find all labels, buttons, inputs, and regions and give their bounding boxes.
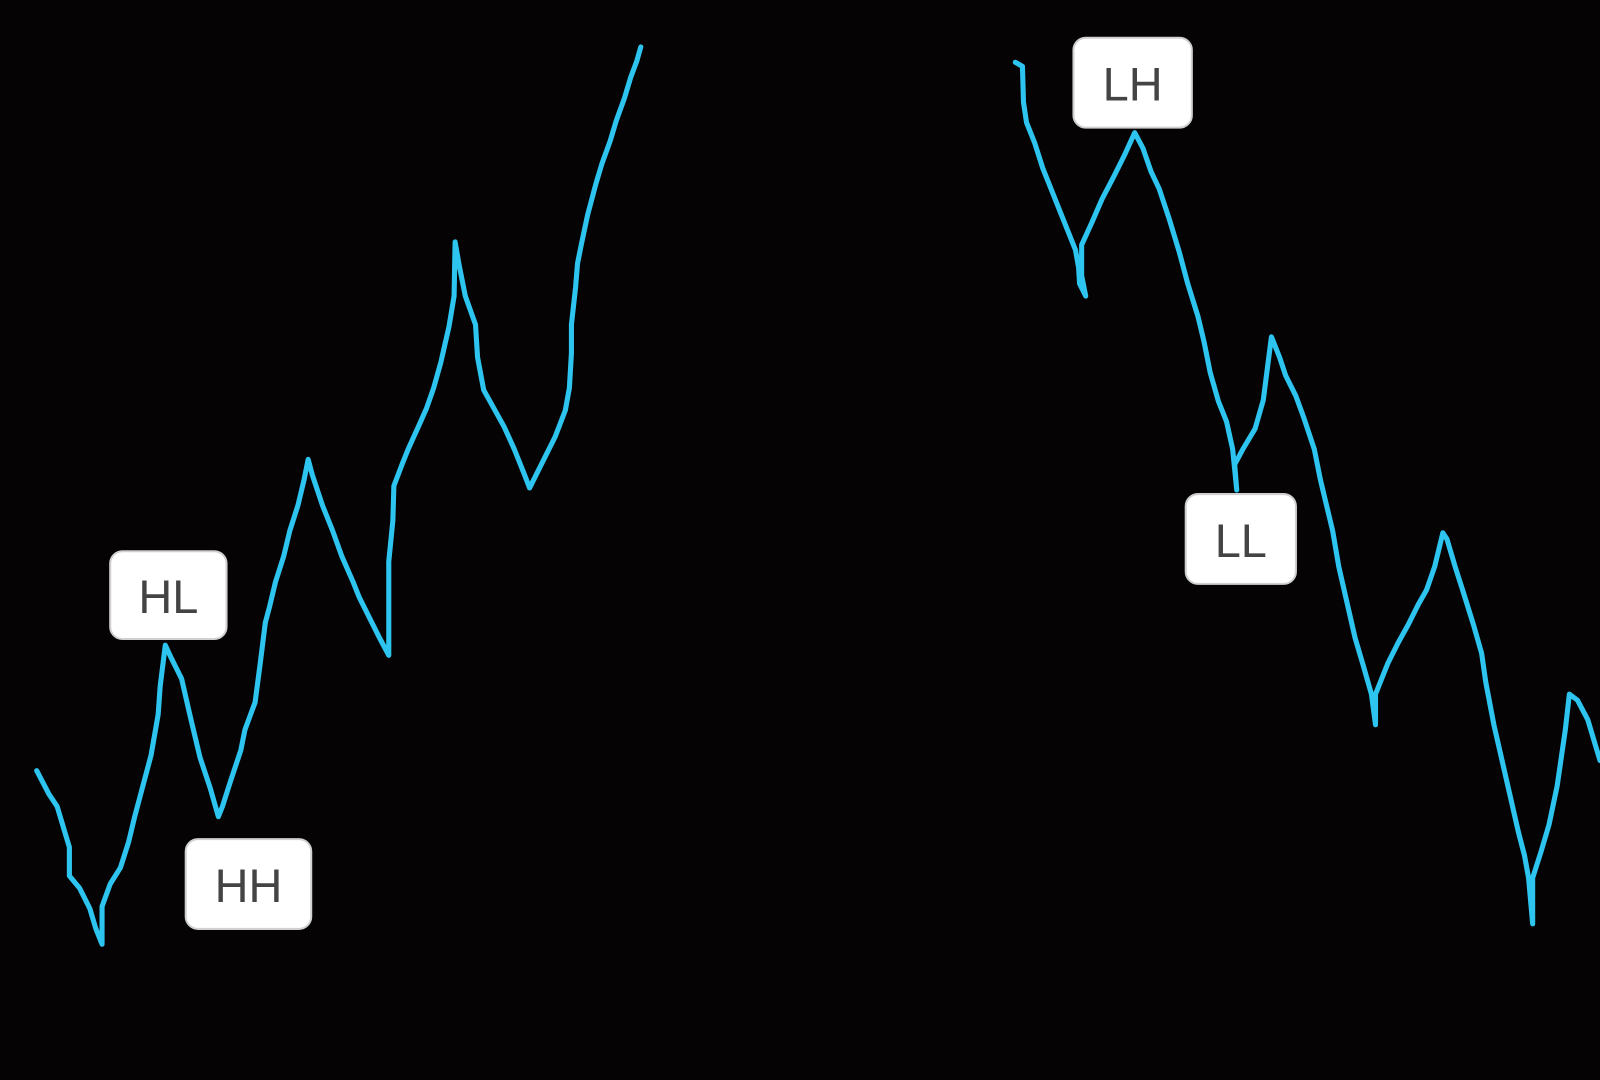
swing-label: HL — [138, 571, 198, 623]
swing-label: LH — [1103, 59, 1163, 111]
swing-label: LL — [1215, 515, 1267, 567]
downtrend-line — [1012, 59, 1600, 927]
swing-label: HH — [215, 860, 283, 912]
label-box — [109, 550, 228, 641]
uptrend-line — [34, 44, 644, 947]
label-box — [184, 838, 313, 930]
label-box — [1184, 493, 1297, 585]
label-box — [1072, 36, 1193, 129]
